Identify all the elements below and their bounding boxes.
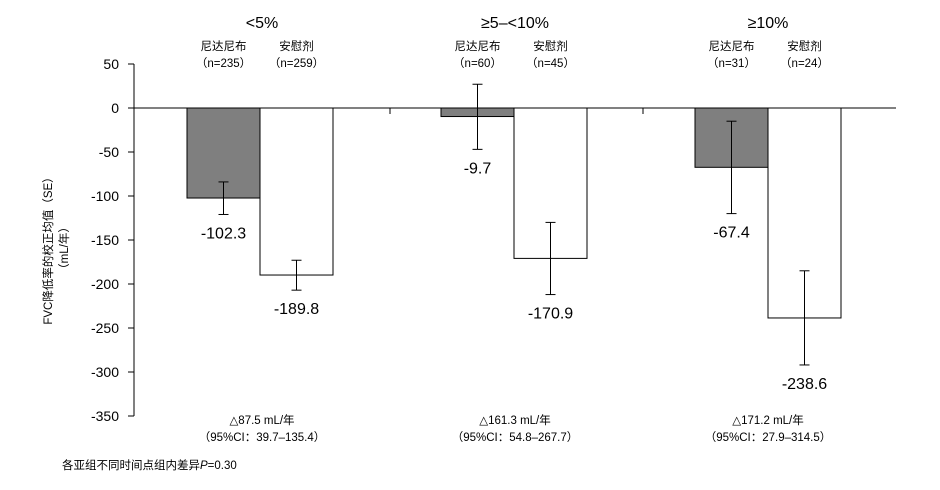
ci-label: （95%CI：39.7–135.4） <box>199 431 326 444</box>
bar-placebo <box>259 107 334 276</box>
y-axis-label-line2: （mL/年） <box>57 221 71 275</box>
difference-label: △171.2 mL/年 <box>732 413 804 427</box>
arm-name: 安慰剂 <box>279 39 314 53</box>
y-axis-label: FVC降低率的校正均值（SE） （mL/年） <box>41 171 71 324</box>
y-tick-label: -50 <box>99 144 119 160</box>
value-label: -238.6 <box>782 376 827 393</box>
footnote-p-value: =0.30 <box>208 460 237 472</box>
y-tick-label: -100 <box>91 188 119 204</box>
error-bars-layer <box>218 83 810 366</box>
value-label: -189.8 <box>274 301 319 318</box>
zero-axis <box>134 107 896 114</box>
y-tick-label: 0 <box>111 100 119 116</box>
y-axis-label-line1: FVC降低率的校正均值（SE） <box>41 171 55 324</box>
y-tick-label: -250 <box>91 320 119 336</box>
group-label: <5% <box>246 15 278 32</box>
arm-name: 安慰剂 <box>787 39 822 53</box>
arm-n: （n=235） <box>196 57 251 70</box>
ci-label: （95%CI：54.8–267.7） <box>452 431 579 444</box>
y-tick-label: -350 <box>91 408 119 424</box>
difference-label: △161.3 mL/年 <box>479 413 551 427</box>
y-tick-label: -200 <box>91 276 119 292</box>
footnote: 各亚组不同时间点组内差异P=0.30 <box>62 458 237 472</box>
difference-label: △87.5 mL/年 <box>229 413 294 427</box>
y-tick-label: -150 <box>91 232 119 248</box>
group-label: ≥5–<10% <box>481 15 549 32</box>
arm-name: 尼达尼布 <box>201 39 247 53</box>
footnote-p-symbol: P <box>200 460 208 472</box>
value-label: -170.9 <box>528 306 573 323</box>
arm-n: （n=24） <box>780 57 829 70</box>
ci-label: （95%CI：27.9–314.5） <box>705 431 832 444</box>
arm-n: （n=31） <box>707 57 756 70</box>
arm-n: （n=45） <box>526 57 575 70</box>
arm-name: 安慰剂 <box>533 39 568 53</box>
y-tick-label: -300 <box>91 364 119 380</box>
y-axis: 50 0 -50 -100 -150 -200 -250 -300 -350 <box>91 56 135 424</box>
arm-name: 尼达尼布 <box>709 39 755 53</box>
arm-n: （n=60） <box>453 57 502 70</box>
bars-layer <box>186 107 842 319</box>
labels-layer: <5% -102.3 尼达尼布 （n=235） -189.8 安慰剂 （n=259） △87.… <box>196 15 831 444</box>
value-label: -9.7 <box>464 160 492 177</box>
value-label: -67.4 <box>713 225 750 242</box>
value-label: -102.3 <box>201 225 246 242</box>
arm-n: （n=259） <box>269 57 324 70</box>
y-tick-label: 50 <box>103 56 119 72</box>
footnote-text: 各亚组不同时间点组内差异 <box>62 458 200 472</box>
arm-name: 尼达尼布 <box>455 39 501 53</box>
group-label: ≥10% <box>748 15 789 32</box>
